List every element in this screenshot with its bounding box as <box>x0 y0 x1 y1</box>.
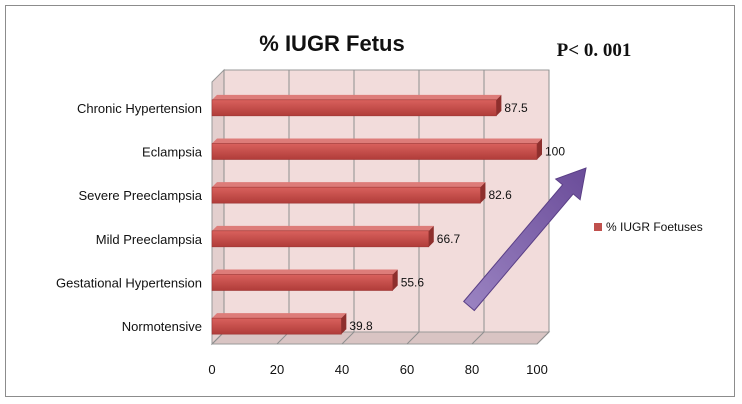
x-tick-label: 0 <box>208 362 215 377</box>
category-labels: Chronic Hypertension Eclampsia Severe Pree… <box>56 101 203 334</box>
bar-front-face <box>211 99 497 117</box>
trend-arrow-icon <box>462 167 587 312</box>
bar-end-face <box>392 269 398 291</box>
bar-end-face <box>537 138 542 160</box>
data-label: 100 <box>545 145 565 159</box>
data-label: 39.8 <box>349 319 373 333</box>
bar: 39.8 <box>211 313 373 335</box>
bar-top-face <box>212 182 486 188</box>
chart-frame: % IUGR Fetus P< 0. 001 87.5 100 82.6 66.7 55… <box>5 5 735 397</box>
p-value-annotation: P< 0. 001 <box>557 40 632 61</box>
x-axis-tick-labels: 0 20 40 60 80 100 <box>208 362 547 377</box>
bar-end-face <box>428 225 434 247</box>
bar-end-face <box>341 313 347 335</box>
x-tick-label: 80 <box>465 362 479 377</box>
grid-line-floor <box>341 331 355 345</box>
data-label: 82.6 <box>488 188 512 202</box>
grid-line-floor <box>406 331 420 345</box>
bars-group: 87.5 100 82.6 66.7 55.6 39.8 <box>211 94 565 335</box>
category-label: Mild Preeclampsia <box>96 232 203 247</box>
bar: 82.6 <box>211 182 512 204</box>
x-tick-label: 40 <box>335 362 349 377</box>
bar-top-face <box>212 225 434 231</box>
grid-line-floor <box>536 331 550 345</box>
category-label: Gestational Hypertension <box>56 276 202 291</box>
category-label: Chronic Hypertension <box>77 101 202 116</box>
legend-swatch <box>594 223 602 231</box>
chart-canvas: % IUGR Fetus P< 0. 001 87.5 100 82.6 66.7 55… <box>56 31 703 377</box>
bar-top-face <box>212 313 347 319</box>
bar-top-face <box>212 138 542 144</box>
category-label: Severe Preeclampsia <box>78 188 202 203</box>
bar-top-face <box>212 94 502 100</box>
bar-front-face <box>211 143 538 160</box>
bar: 66.7 <box>211 225 461 248</box>
bar-top-face <box>212 269 398 275</box>
bar-front-face <box>211 274 393 291</box>
grid-line-floor <box>471 331 485 345</box>
legend-label: % IUGR Foetuses <box>606 220 703 234</box>
x-tick-label: 20 <box>270 362 284 377</box>
legend: % IUGR Foetuses <box>594 220 703 234</box>
bar-front-face <box>211 186 481 204</box>
bar-front-face <box>211 317 342 335</box>
data-label: 87.5 <box>504 101 528 115</box>
bar: 100 <box>211 138 565 160</box>
x-tick-label: 60 <box>400 362 414 377</box>
data-label: 66.7 <box>437 232 461 246</box>
chart-title: % IUGR Fetus <box>259 31 404 56</box>
bar: 87.5 <box>211 94 528 117</box>
bar: 55.6 <box>211 269 425 291</box>
bar-front-face <box>211 230 430 248</box>
data-label: 55.6 <box>401 276 425 290</box>
x-tick-label: 100 <box>526 362 548 377</box>
arrow-shape <box>462 167 587 312</box>
bar-end-face <box>496 94 502 116</box>
category-label: Eclampsia <box>142 145 203 160</box>
bar-end-face <box>480 182 486 204</box>
category-label: Normotensive <box>122 319 202 334</box>
